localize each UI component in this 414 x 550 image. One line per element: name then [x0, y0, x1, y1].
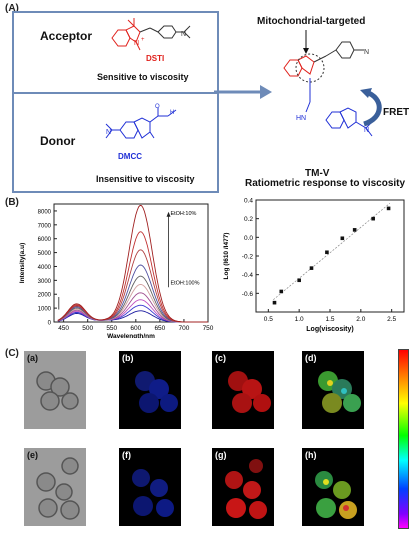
y-tick-label: 2000: [38, 293, 52, 299]
data-point: [371, 216, 375, 221]
y-tick-label: 8000: [38, 209, 52, 215]
arrow-right-icon: [214, 85, 272, 99]
y-tick-label: 0.0: [244, 235, 253, 242]
dsti-structure: N N +: [111, 18, 191, 51]
ratiometric-title: Ratiometric response to viscosity: [245, 178, 406, 189]
ratio-plot-frame: [255, 199, 405, 313]
subpanel-f-label: (f): [122, 450, 131, 460]
data-point: [386, 206, 391, 211]
subpanel-h-label: (h): [305, 450, 317, 460]
spectrum-plot-frame: [53, 203, 209, 323]
x-tick-label: 0.5: [264, 316, 273, 323]
dmcc-structure: N H O: [105, 104, 177, 139]
x-tick-label: 450: [58, 325, 69, 332]
y-tick-label: -0.2: [242, 254, 254, 261]
x-tick-label: 650: [154, 325, 165, 332]
fret-label: FRET: [383, 107, 410, 118]
svg-text:N: N: [364, 127, 369, 134]
x-tick-label: 600: [130, 325, 141, 332]
fit-line: [273, 203, 391, 301]
x-tick-label: 750: [203, 325, 214, 332]
subpanel-g-label: (g): [215, 450, 227, 460]
y-tick-label: 6000: [38, 237, 52, 243]
ratio-scatter-chart: -0.6 -0.4 -0.2 0.0 0.2 0.4 0.5 1.0 1.5 2.0 2.5 Log(…: [223, 198, 405, 333]
y-tick-label: 5000: [38, 251, 52, 257]
micro-g-red: (g): [212, 448, 274, 526]
y-tick-label: 0: [48, 321, 52, 327]
dmcc-name: DMCC: [118, 152, 142, 161]
subpanel-e-label: (e): [27, 450, 38, 460]
svg-text:N: N: [181, 31, 186, 38]
data-point: [340, 236, 345, 241]
y-tick-label: -0.4: [242, 272, 254, 279]
micro-f-blue: (f): [119, 448, 181, 526]
subpanel-a-label: (a): [27, 353, 38, 363]
y-axis-label: Log (I610 /I477): [223, 233, 230, 280]
ethanol-arrow-head: [166, 211, 171, 217]
panel-a-label: (A): [5, 3, 19, 14]
y-tick-label: 7000: [38, 223, 52, 229]
x-tick-label: 550: [106, 325, 117, 332]
legend-top-label: EtOH:10%: [170, 211, 196, 217]
x-tick-label: 2.0: [356, 316, 365, 323]
donor-property: Insensitive to viscosity: [96, 174, 195, 184]
subpanel-b-label: (b): [122, 353, 134, 363]
data-point: [297, 278, 301, 283]
y-axis-label: Intensity(a.u): [19, 243, 26, 283]
data-point: [325, 250, 329, 255]
micro-b-blue: (b): [119, 351, 181, 429]
spectrum-series-10: [57, 204, 208, 323]
x-tick-label: 1.0: [295, 316, 304, 323]
micro-c-red: (c): [212, 351, 274, 429]
svg-text:N: N: [106, 129, 111, 136]
panel-a-divider: [12, 92, 217, 94]
svg-text:HN: HN: [296, 115, 306, 122]
x-tick-label: 1.5: [325, 316, 334, 323]
panel-c-label: (C): [5, 348, 19, 359]
fret-arrow-icon: [360, 88, 382, 127]
y-tick-label: 1000: [38, 307, 52, 313]
mitochondrial-targeted-label: Mitochondrial-targeted: [257, 16, 366, 27]
donor-label: Donor: [40, 134, 76, 148]
emission-spectrum-chart: 0 1000 2000 3000 4000 5000 6000 7000 8000 450 500 5…: [19, 203, 214, 338]
subpanel-d-label: (d): [305, 353, 317, 363]
y-tick-label: -0.6: [242, 291, 254, 298]
data-point: [309, 266, 314, 270]
subpanel-c-label: (c): [215, 353, 226, 363]
panel-b-label: (B): [5, 197, 19, 208]
y-tick-label: 0.2: [244, 216, 253, 223]
data-point: [279, 289, 284, 294]
data-point: [272, 300, 277, 305]
acceptor-label: Acceptor: [40, 29, 93, 43]
tmv-label: TM-V: [305, 168, 330, 179]
micro-d-merge: (d): [302, 351, 364, 429]
svg-text:N: N: [364, 49, 369, 56]
panel-a-box: [12, 11, 219, 193]
tmv-structure: N HN N: [283, 30, 373, 137]
micro-h-merge: (h): [302, 448, 364, 526]
color-scale-bar: [398, 349, 409, 529]
svg-text:+: +: [141, 37, 145, 43]
x-tick-label: 700: [179, 325, 190, 332]
x-axis-label: Log(viscosity): [306, 326, 353, 333]
y-tick-label: 3000: [38, 279, 52, 285]
x-tick-label: 2.5: [387, 316, 396, 323]
acceptor-property: Sensitive to viscosity: [97, 72, 189, 82]
legend-bottom-label: EtOH:100%: [170, 281, 199, 287]
y-tick-label: 4000: [38, 265, 52, 271]
svg-text:N: N: [134, 40, 139, 47]
x-tick-label: 500: [82, 325, 93, 332]
svg-text:O: O: [155, 104, 160, 110]
y-tick-label: 0.4: [244, 198, 253, 205]
dsti-name: DSTI: [146, 54, 165, 63]
micro-a-brightfield: (a): [24, 351, 86, 429]
micro-e-brightfield: (e): [24, 448, 86, 526]
data-point: [352, 228, 357, 232]
spectrum-series-5: [57, 283, 208, 323]
x-axis-label: Wavelength/nm: [107, 333, 155, 338]
svg-text:H: H: [170, 110, 174, 116]
